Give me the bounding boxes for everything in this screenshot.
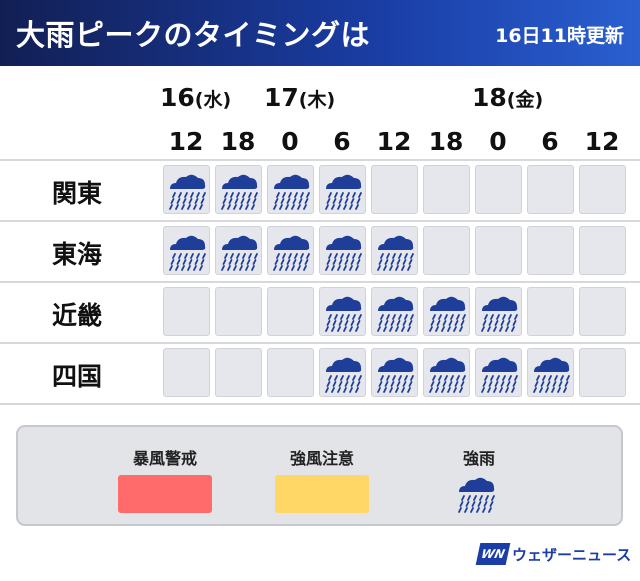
hour-tick-label: 0: [281, 127, 299, 156]
forecast-cell: [319, 226, 366, 275]
forecast-cell: [215, 348, 262, 397]
date-label-17: 17(木): [264, 83, 336, 112]
forecast-cell: [527, 348, 574, 397]
forecast-cell: [423, 165, 470, 214]
forecast-cell: [319, 287, 366, 336]
brand-name: ウェザーニュース: [512, 545, 632, 564]
row-divider: [0, 220, 640, 222]
forecast-cell: [163, 287, 210, 336]
header-banner: 大雨ピークのタイミングは 16日11時更新: [0, 0, 640, 66]
date-label-16: 16(水): [160, 83, 232, 112]
hour-tick-label: 12: [584, 127, 620, 156]
forecast-cell: [423, 348, 470, 397]
forecast-cell: [163, 165, 210, 214]
hour-tick-label: 18: [220, 127, 256, 156]
forecast-cell: [475, 226, 522, 275]
forecast-cell: [163, 226, 210, 275]
forecast-cell: [267, 348, 314, 397]
legend-panel: 暴風警戒 強風注意 強雨: [16, 425, 623, 526]
legend-wind-advisory-label: 強風注意: [289, 449, 354, 468]
forecast-cell: [371, 165, 418, 214]
hour-tick-label: 6: [541, 127, 559, 156]
forecast-cell: [527, 287, 574, 336]
forecast-cell: [475, 287, 522, 336]
forecast-cell: [163, 348, 210, 397]
hour-tick-label: 12: [376, 127, 412, 156]
forecast-cell: [215, 165, 262, 214]
hour-tick-label: 0: [489, 127, 507, 156]
forecast-cell: [423, 287, 470, 336]
region-label: 近畿: [52, 301, 103, 330]
region-label: 四国: [52, 362, 103, 391]
heavy-rain-icon: [455, 472, 497, 518]
page-title: 大雨ピークのタイミングは: [16, 18, 371, 52]
update-time: 16日11時更新: [495, 25, 624, 47]
row-divider: [0, 403, 640, 405]
forecast-cell: [371, 348, 418, 397]
row-divider: [0, 159, 640, 161]
forecast-cell: [475, 348, 522, 397]
forecast-cell: [423, 226, 470, 275]
forecast-cell: [319, 348, 366, 397]
weathernews-logo-icon: WN: [475, 543, 511, 565]
forecast-cell: [579, 226, 626, 275]
forecast-cell: [527, 165, 574, 214]
forecast-cell: [579, 165, 626, 214]
brand-logo: WN ウェザーニュース: [475, 543, 632, 567]
forecast-cell: [267, 226, 314, 275]
hour-tick-label: 12: [168, 127, 204, 156]
forecast-cell: [215, 287, 262, 336]
forecast-cell: [475, 165, 522, 214]
region-label: 関東: [52, 179, 103, 208]
row-divider: [0, 281, 640, 283]
legend-storm-warning-swatch: [118, 475, 212, 513]
legend-heavy-rain-label: 強雨: [462, 449, 495, 468]
forecast-cell: [215, 226, 262, 275]
forecast-cell: [579, 287, 626, 336]
row-divider: [0, 342, 640, 344]
hour-tick-label: 6: [333, 127, 351, 156]
legend-storm-warning-label: 暴風警戒: [132, 449, 197, 468]
region-label: 東海: [52, 240, 103, 269]
forecast-cell: [527, 226, 574, 275]
forecast-cell: [267, 165, 314, 214]
forecast-cell: [371, 287, 418, 336]
forecast-cell: [371, 226, 418, 275]
forecast-cell: [319, 165, 366, 214]
forecast-cell: [579, 348, 626, 397]
date-label-18: 18(金): [472, 83, 544, 112]
legend-wind-advisory-swatch: [275, 475, 369, 513]
forecast-cell: [267, 287, 314, 336]
hour-tick-label: 18: [428, 127, 464, 156]
